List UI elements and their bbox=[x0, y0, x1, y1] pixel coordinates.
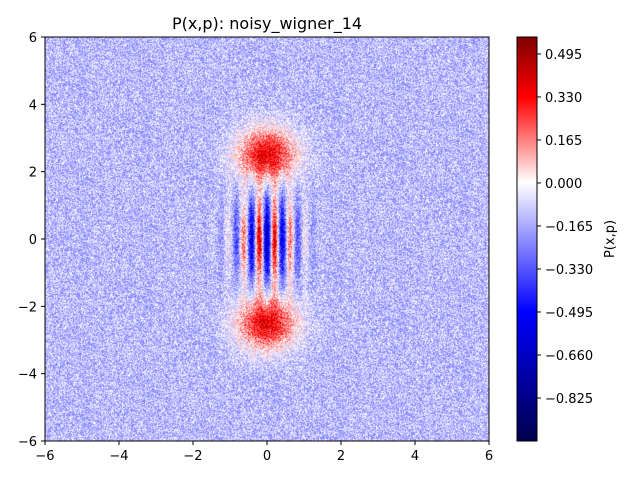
colorbar-label: P(x,p) bbox=[603, 220, 618, 258]
colorbar-tick-label: 0.165 bbox=[545, 134, 582, 149]
y-axis: −6 −4 −2 0 2 4 6 bbox=[18, 31, 45, 450]
x-axis: −6 −4 −2 0 2 4 6 bbox=[35, 441, 493, 464]
x-tick-label: −6 bbox=[35, 449, 54, 464]
colorbar-tick-label: 0.000 bbox=[545, 177, 582, 192]
colorbar-frame bbox=[516, 36, 538, 442]
colorbar-tick-label: 0.330 bbox=[545, 91, 582, 106]
y-tick-label: −2 bbox=[18, 300, 37, 315]
y-tick-label: 4 bbox=[29, 98, 37, 113]
colorbar-tick-label: −0.495 bbox=[545, 306, 593, 321]
y-tick-label: 6 bbox=[29, 31, 37, 46]
x-tick-label: 4 bbox=[411, 449, 419, 464]
colorbar-tick-label: −0.660 bbox=[545, 349, 593, 364]
colorbar-ticks: 0.495 0.330 0.165 0.000 −0.165 −0.330 −0.495 −0… bbox=[537, 48, 593, 407]
y-tick-label: −4 bbox=[18, 368, 37, 383]
heatmap-image bbox=[45, 37, 489, 441]
x-tick-label: −4 bbox=[109, 449, 128, 464]
plot-area bbox=[44, 36, 490, 442]
colorbar: 0.495 0.330 0.165 0.000 −0.165 −0.330 −0.495 −0… bbox=[516, 36, 618, 442]
y-tick-label: 0 bbox=[29, 233, 37, 248]
y-tick-label: 2 bbox=[29, 166, 37, 181]
x-tick-label: −2 bbox=[183, 449, 202, 464]
x-tick-label: 6 bbox=[485, 449, 493, 464]
colorbar-tick-label: −0.825 bbox=[545, 392, 593, 407]
colorbar-tick-label: −0.165 bbox=[545, 220, 593, 235]
chart-title: P(x,p): noisy_wigner_14 bbox=[172, 14, 362, 34]
colorbar-tick-label: 0.495 bbox=[545, 48, 582, 63]
x-tick-label: 2 bbox=[337, 449, 345, 464]
colorbar-gradient bbox=[517, 37, 537, 441]
x-tick-label: 0 bbox=[263, 449, 271, 464]
y-tick-label: −6 bbox=[18, 435, 37, 450]
colorbar-tick-label: −0.330 bbox=[545, 263, 593, 278]
